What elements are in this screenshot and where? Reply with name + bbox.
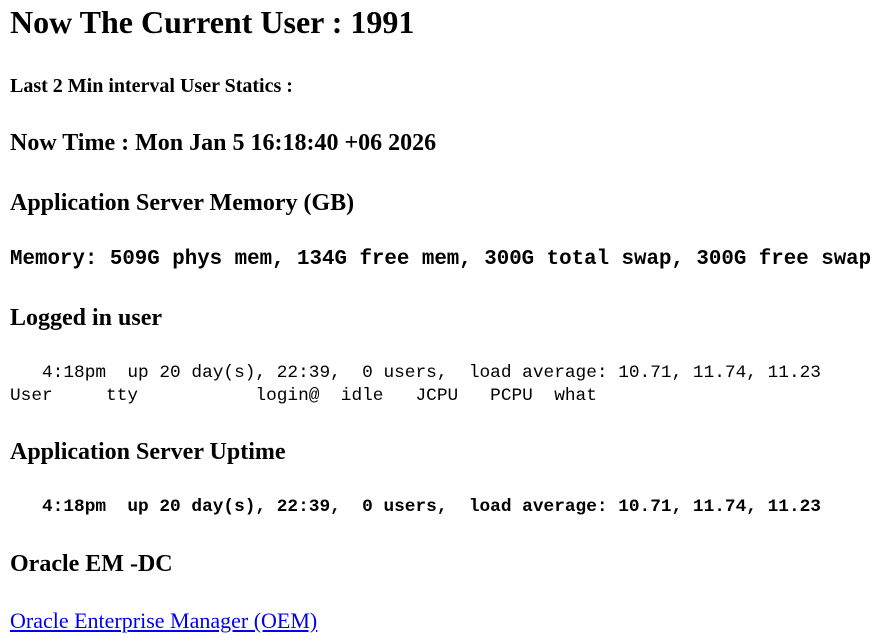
logged-in-header-line: User tty login@ idle JCPU PCPU what [10, 386, 597, 406]
logged-in-section-title: Logged in user [10, 305, 163, 331]
memory-section-title: Application Server Memory (GB) [10, 190, 355, 216]
oem-section-title: Oracle EM -DC [10, 551, 173, 577]
oem-link[interactable]: Oracle Enterprise Manager (OEM) [10, 608, 318, 633]
uptime-value: 4:18pm up 20 day(s), 22:39, 0 users, loa… [10, 497, 821, 517]
interval-heading: Last 2 Min interval User Statics : [10, 75, 293, 97]
uptime-section-title: Application Server Uptime [10, 439, 286, 465]
current-user-heading: Now The Current User : 1991 [10, 4, 415, 40]
now-time-heading: Now Time : Mon Jan 5 16:18:40 +06 2026 [10, 130, 437, 156]
memory-value: Memory: 509G phys mem, 134G free mem, 30… [10, 248, 872, 271]
logged-in-uptime-line: 4:18pm up 20 day(s), 22:39, 0 users, loa… [10, 363, 821, 383]
